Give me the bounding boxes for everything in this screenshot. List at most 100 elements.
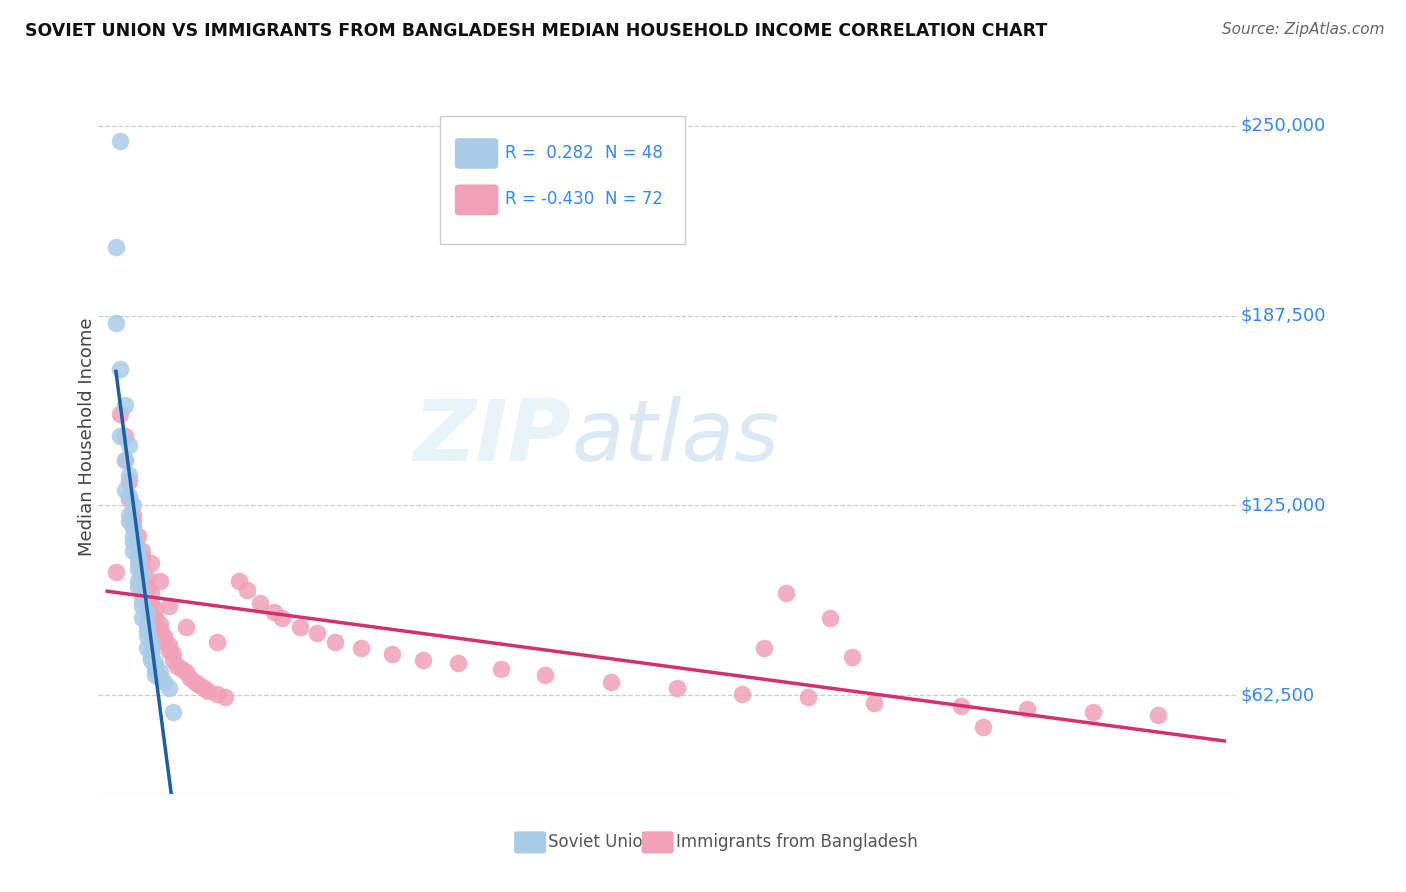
Point <box>139 650 162 665</box>
Point <box>104 316 127 330</box>
Point <box>131 611 153 625</box>
FancyBboxPatch shape <box>456 138 498 169</box>
Text: atlas: atlas <box>571 395 779 479</box>
Point <box>184 674 207 689</box>
Point <box>114 453 136 467</box>
Point <box>122 534 145 549</box>
Point <box>193 681 215 695</box>
Point <box>288 620 311 634</box>
Point <box>149 665 172 680</box>
Point <box>118 514 141 528</box>
Text: Soviet Union: Soviet Union <box>548 833 654 851</box>
Text: SOVIET UNION VS IMMIGRANTS FROM BANGLADESH MEDIAN HOUSEHOLD INCOME CORRELATION C: SOVIET UNION VS IMMIGRANTS FROM BANGLADE… <box>25 22 1047 40</box>
Point <box>131 592 153 607</box>
Point <box>149 623 172 637</box>
Point <box>127 556 149 570</box>
Point <box>381 647 404 661</box>
Point <box>174 620 197 634</box>
Point <box>818 611 841 625</box>
Point <box>600 674 623 689</box>
Point <box>153 635 176 649</box>
FancyBboxPatch shape <box>515 831 546 854</box>
Point <box>174 665 197 680</box>
Text: Source: ZipAtlas.com: Source: ZipAtlas.com <box>1222 22 1385 37</box>
Point <box>135 571 157 585</box>
Point <box>139 644 162 658</box>
Point <box>122 544 145 558</box>
Point <box>127 541 149 555</box>
Text: ZIP: ZIP <box>413 395 571 479</box>
Point <box>950 698 973 713</box>
Text: $250,000: $250,000 <box>1240 117 1326 135</box>
Point <box>135 623 157 637</box>
Point <box>972 720 994 734</box>
Point <box>118 468 141 483</box>
Point <box>731 687 754 701</box>
Point <box>205 687 228 701</box>
Point <box>118 492 141 507</box>
Point <box>127 581 149 595</box>
Point <box>775 586 797 600</box>
Point <box>179 672 201 686</box>
Point <box>157 599 180 613</box>
Point <box>131 562 153 576</box>
Text: $62,500: $62,500 <box>1240 686 1315 704</box>
Text: $187,500: $187,500 <box>1240 307 1326 325</box>
Point <box>323 635 346 649</box>
Point <box>104 565 127 579</box>
Point <box>135 641 157 656</box>
Point <box>1015 702 1038 716</box>
Point <box>307 626 329 640</box>
Point <box>127 574 149 589</box>
Point <box>412 653 434 667</box>
Point <box>118 508 141 522</box>
Point <box>135 605 157 619</box>
Point <box>127 541 149 555</box>
Point <box>862 696 884 710</box>
Point <box>170 662 193 676</box>
Point <box>145 668 167 682</box>
Point <box>135 581 157 595</box>
Point <box>236 583 259 598</box>
Point <box>122 519 145 533</box>
Point <box>131 549 153 564</box>
Point <box>665 681 688 695</box>
Point <box>491 662 513 676</box>
Point <box>127 529 149 543</box>
Point <box>157 681 180 695</box>
Point <box>214 690 236 704</box>
Point <box>228 574 250 589</box>
Point <box>157 644 180 658</box>
Point <box>110 134 132 148</box>
Point <box>114 483 136 498</box>
Point <box>139 596 162 610</box>
Point <box>162 647 184 661</box>
Point <box>1147 707 1170 722</box>
Point <box>149 616 172 631</box>
Point <box>841 650 863 665</box>
Point <box>139 556 162 570</box>
Point <box>135 616 157 631</box>
Point <box>145 601 167 615</box>
Point <box>127 549 149 564</box>
Point <box>534 668 557 682</box>
Point <box>131 599 153 613</box>
Point <box>249 596 271 610</box>
Point <box>104 240 127 254</box>
Point <box>446 657 468 671</box>
Point <box>114 428 136 442</box>
Point <box>271 611 294 625</box>
Point <box>110 407 132 421</box>
Point <box>754 641 776 656</box>
Point <box>122 529 145 543</box>
Point <box>139 586 162 600</box>
Point <box>110 361 132 376</box>
FancyBboxPatch shape <box>440 116 685 244</box>
Point <box>153 674 176 689</box>
Point <box>157 638 180 652</box>
Point <box>1081 705 1104 719</box>
Point <box>114 453 136 467</box>
Text: N = 72: N = 72 <box>605 191 664 209</box>
Point <box>188 677 211 691</box>
Point <box>263 605 285 619</box>
